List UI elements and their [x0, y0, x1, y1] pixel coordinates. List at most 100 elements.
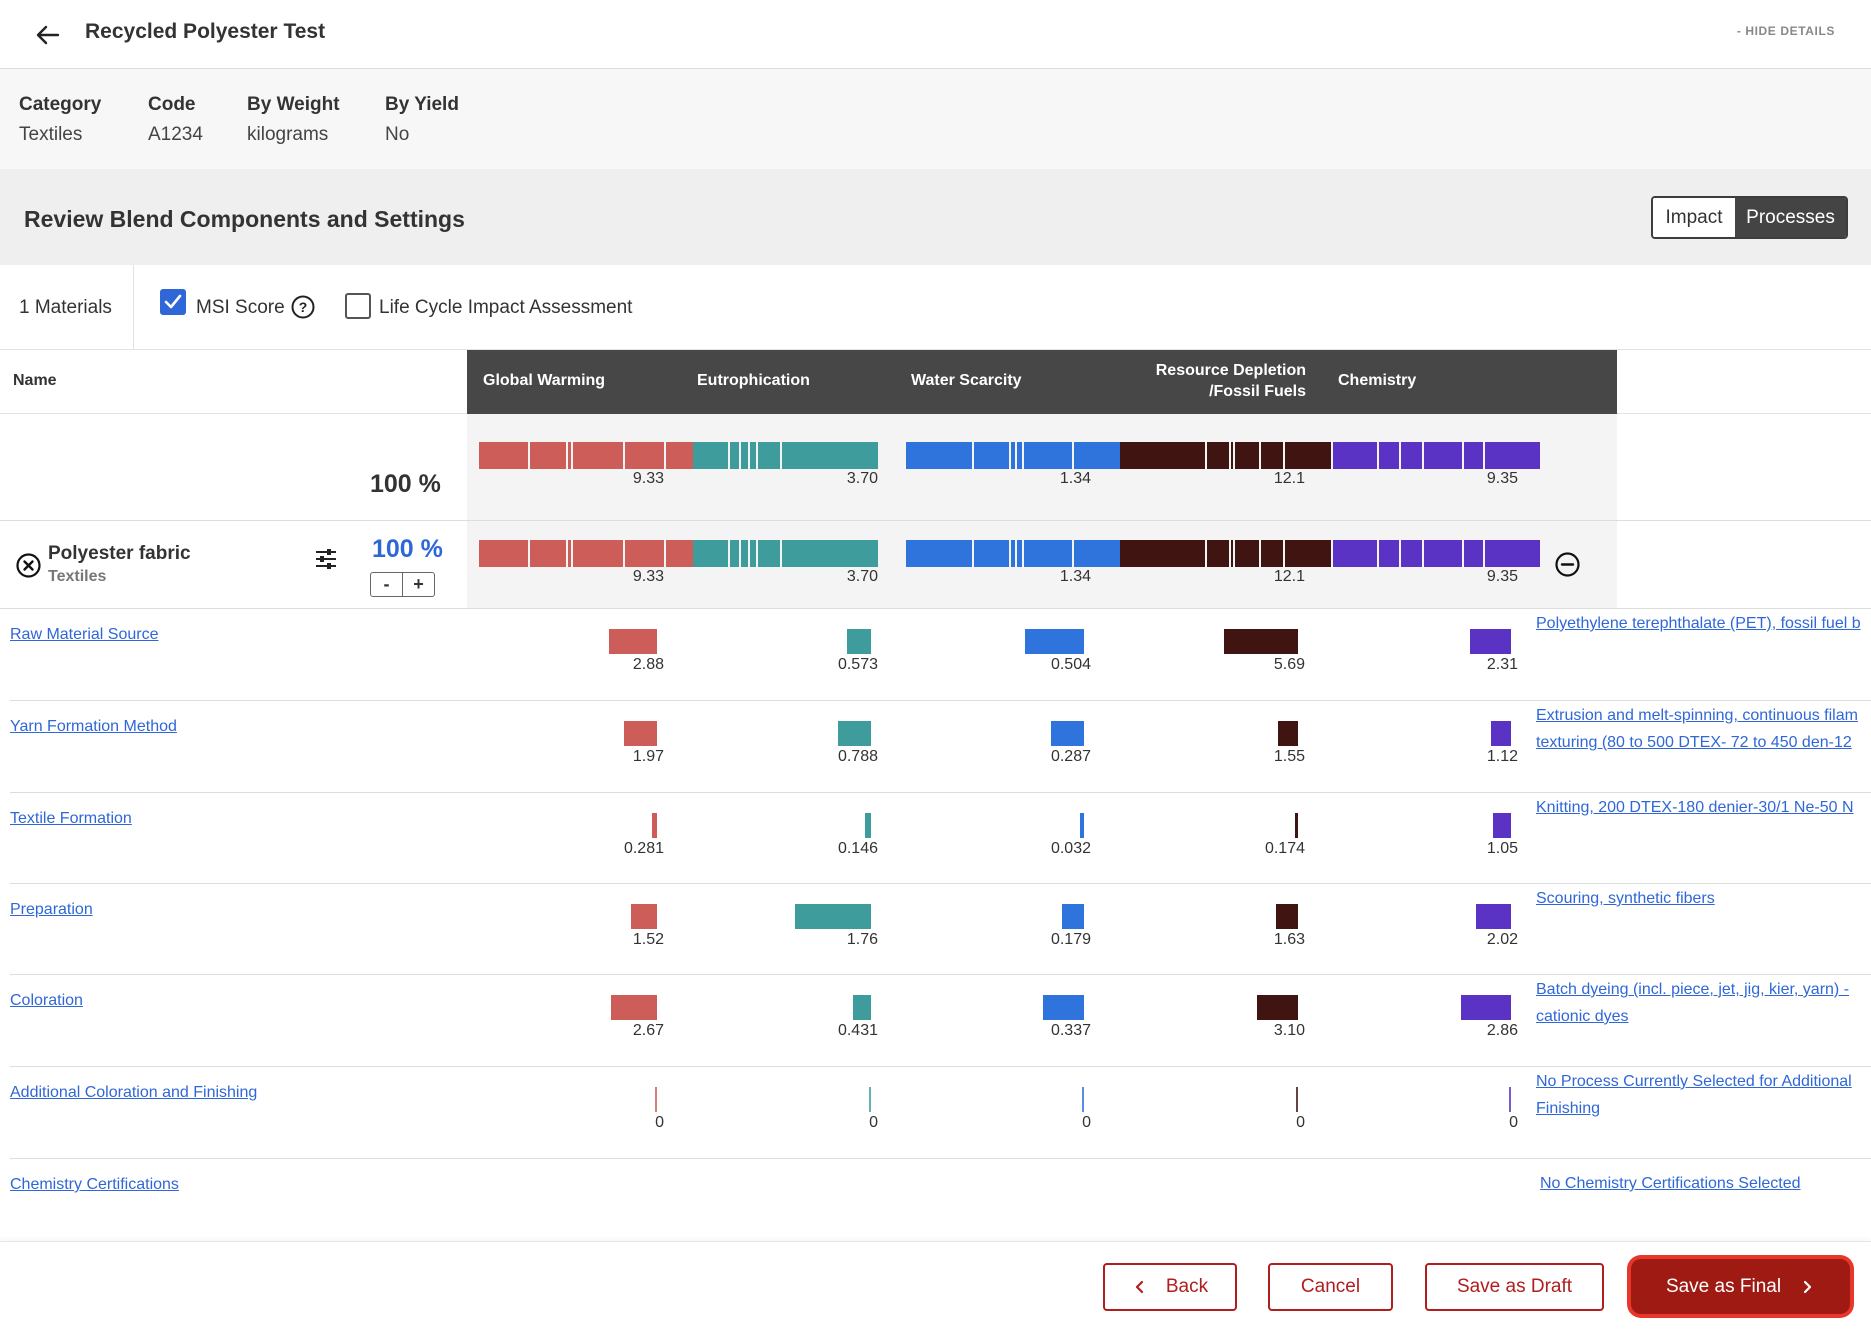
bar-segment [1379, 540, 1400, 567]
bar-segment [781, 540, 878, 567]
increment-button[interactable]: + [413, 574, 424, 594]
bar-segment [693, 540, 728, 567]
cancel-button[interactable]: Cancel [1268, 1263, 1393, 1311]
divider [10, 883, 1871, 884]
metric-header-chemistry: Chemistry [1338, 372, 1417, 389]
process-bar-water-scarcity [1061, 904, 1084, 929]
info-value: kilograms [247, 124, 329, 145]
total-value-chemistry: 9.35 [1486, 470, 1518, 487]
bar-segment [693, 442, 728, 469]
process-value-resource-depletion: 3.10 [1273, 1022, 1305, 1039]
bar-segment [1074, 442, 1126, 469]
process-link[interactable]: Additional Coloration and Finishing [10, 1084, 258, 1101]
process-selection-link[interactable]: Extrusion and melt-spinning, continuous … [1536, 707, 1858, 724]
bar-segment [1011, 442, 1015, 469]
bar-segment [625, 442, 664, 469]
help-icon[interactable]: ? [290, 294, 316, 320]
toggle-processes[interactable]: Processes [1735, 198, 1846, 237]
total-percent: 100 % [370, 470, 441, 498]
toggle-impact[interactable]: Impact [1653, 198, 1735, 237]
bar-segment [730, 442, 740, 469]
process-selection-link[interactable]: Polyethylene terephthalate (PET), fossil… [1536, 615, 1861, 632]
process-selection-link[interactable]: Scouring, synthetic fibers [1536, 890, 1715, 907]
process-link[interactable]: Coloration [10, 992, 83, 1009]
msi-score-label: MSI Score [196, 297, 285, 318]
process-bar-eutrophication [846, 629, 871, 654]
bar-segment [479, 442, 528, 469]
process-value-chemistry: 1.12 [1486, 748, 1518, 765]
table-header: Name Global Warming Eutrophication Water… [0, 350, 1871, 414]
bar-segment [1234, 442, 1259, 469]
process-link[interactable]: Yarn Formation Method [10, 718, 177, 735]
collapse-icon[interactable] [1554, 551, 1581, 578]
process-bar-eutrophication [852, 995, 871, 1020]
save-draft-button[interactable]: Save as Draft [1425, 1263, 1604, 1311]
process-link[interactable]: Textile Formation [10, 810, 132, 827]
process-value-water-scarcity: 0.287 [1050, 748, 1091, 765]
save-draft-button-label: Save as Draft [1456, 1276, 1573, 1297]
process-bar-eutrophication [795, 904, 871, 929]
process-value-water-scarcity: 0.504 [1050, 656, 1091, 673]
save-final-button[interactable]: Save as Final [1627, 1255, 1854, 1318]
hide-details-link[interactable]: - HIDE DETAILS [1736, 24, 1835, 38]
footer-actions: Back Cancel Save as Draft Save as Final [0, 1241, 1871, 1333]
process-value-eutrophication: 1.76 [846, 931, 878, 948]
back-button-label: Back [1165, 1276, 1209, 1297]
process-bar-water-scarcity [1043, 995, 1084, 1020]
process-value-chemistry: 1.05 [1486, 840, 1518, 857]
bar-segment [1024, 442, 1073, 469]
bar-segment [741, 442, 749, 469]
material-value-water-scarcity: 1.34 [1059, 568, 1091, 585]
process-value-global-warming: 1.52 [632, 931, 664, 948]
bar-segment [479, 540, 528, 567]
sliders-icon[interactable] [313, 546, 339, 572]
msi-score-checkbox[interactable] [160, 289, 186, 315]
bar-segment [1260, 442, 1283, 469]
process-selection-link[interactable]: cationic dyes [1536, 1008, 1629, 1025]
decrement-button[interactable]: - [371, 573, 403, 596]
bar-segment [1024, 540, 1073, 567]
review-section-header: Review Blend Components and Settings [0, 169, 1871, 265]
bar-segment [1017, 540, 1023, 567]
process-link[interactable]: Raw Material Source [10, 626, 159, 643]
process-value-chemistry: 0 [1509, 1114, 1518, 1131]
bar-segment [1484, 442, 1541, 469]
process-value-global-warming: 0 [655, 1114, 664, 1131]
bar-segment [1401, 540, 1422, 567]
stacked-bar-chemistry [1333, 540, 1541, 567]
lcia-checkbox[interactable] [345, 293, 371, 319]
process-bar-water-scarcity [1080, 813, 1084, 838]
process-selection-link[interactable]: No Chemistry Certifications Selected [1540, 1175, 1801, 1192]
process-selection-link[interactable]: Batch dyeing (incl. piece, jet, jig, kie… [1536, 981, 1850, 998]
divider [10, 1066, 1871, 1067]
stacked-bar-global-warming [479, 540, 720, 567]
process-selection-link[interactable]: No Process Currently Selected for Additi… [1536, 1073, 1852, 1090]
back-button[interactable]: Back [1103, 1263, 1237, 1311]
save-final-button-label: Save as Final [1665, 1275, 1782, 1297]
process-bar-water-scarcity [1082, 1087, 1084, 1112]
remove-material-icon[interactable] [15, 552, 42, 579]
process-bar-water-scarcity [1024, 629, 1084, 654]
process-link[interactable]: Preparation [10, 901, 93, 918]
process-value-chemistry: 2.02 [1486, 931, 1518, 948]
bar-segment [1120, 442, 1205, 469]
view-toggle[interactable]: Impact Processes [1651, 196, 1848, 239]
process-value-chemistry: 2.31 [1486, 656, 1518, 673]
process-bar-eutrophication [864, 813, 871, 838]
divider [10, 974, 1871, 975]
material-info-panel: Category Textiles Code A1234 By Weight k… [0, 69, 1871, 169]
total-value-resource-depletion: 12.1 [1273, 470, 1305, 487]
process-selection-link[interactable]: texturing (80 to 500 DTEX- 72 to 450 den… [1536, 734, 1852, 751]
process-bar-global-warming [623, 721, 657, 746]
stacked-bar-water-scarcity [906, 442, 1126, 469]
process-link[interactable]: Chemistry Certifications [10, 1176, 179, 1193]
material-name: Polyester fabric [48, 543, 191, 564]
bar-segment [757, 540, 780, 567]
back-arrow-icon[interactable] [33, 20, 63, 50]
process-selection-link[interactable]: Finishing [1536, 1100, 1601, 1117]
percent-stepper: - + [370, 572, 435, 597]
total-value-eutrophication: 3.70 [846, 470, 878, 487]
material-percent[interactable]: 100 % [372, 535, 443, 563]
process-selection-link[interactable]: Knitting, 200 DTEX-180 denier-30/1 Ne-50… [1536, 799, 1854, 816]
material-value-eutrophication: 3.70 [846, 568, 878, 585]
